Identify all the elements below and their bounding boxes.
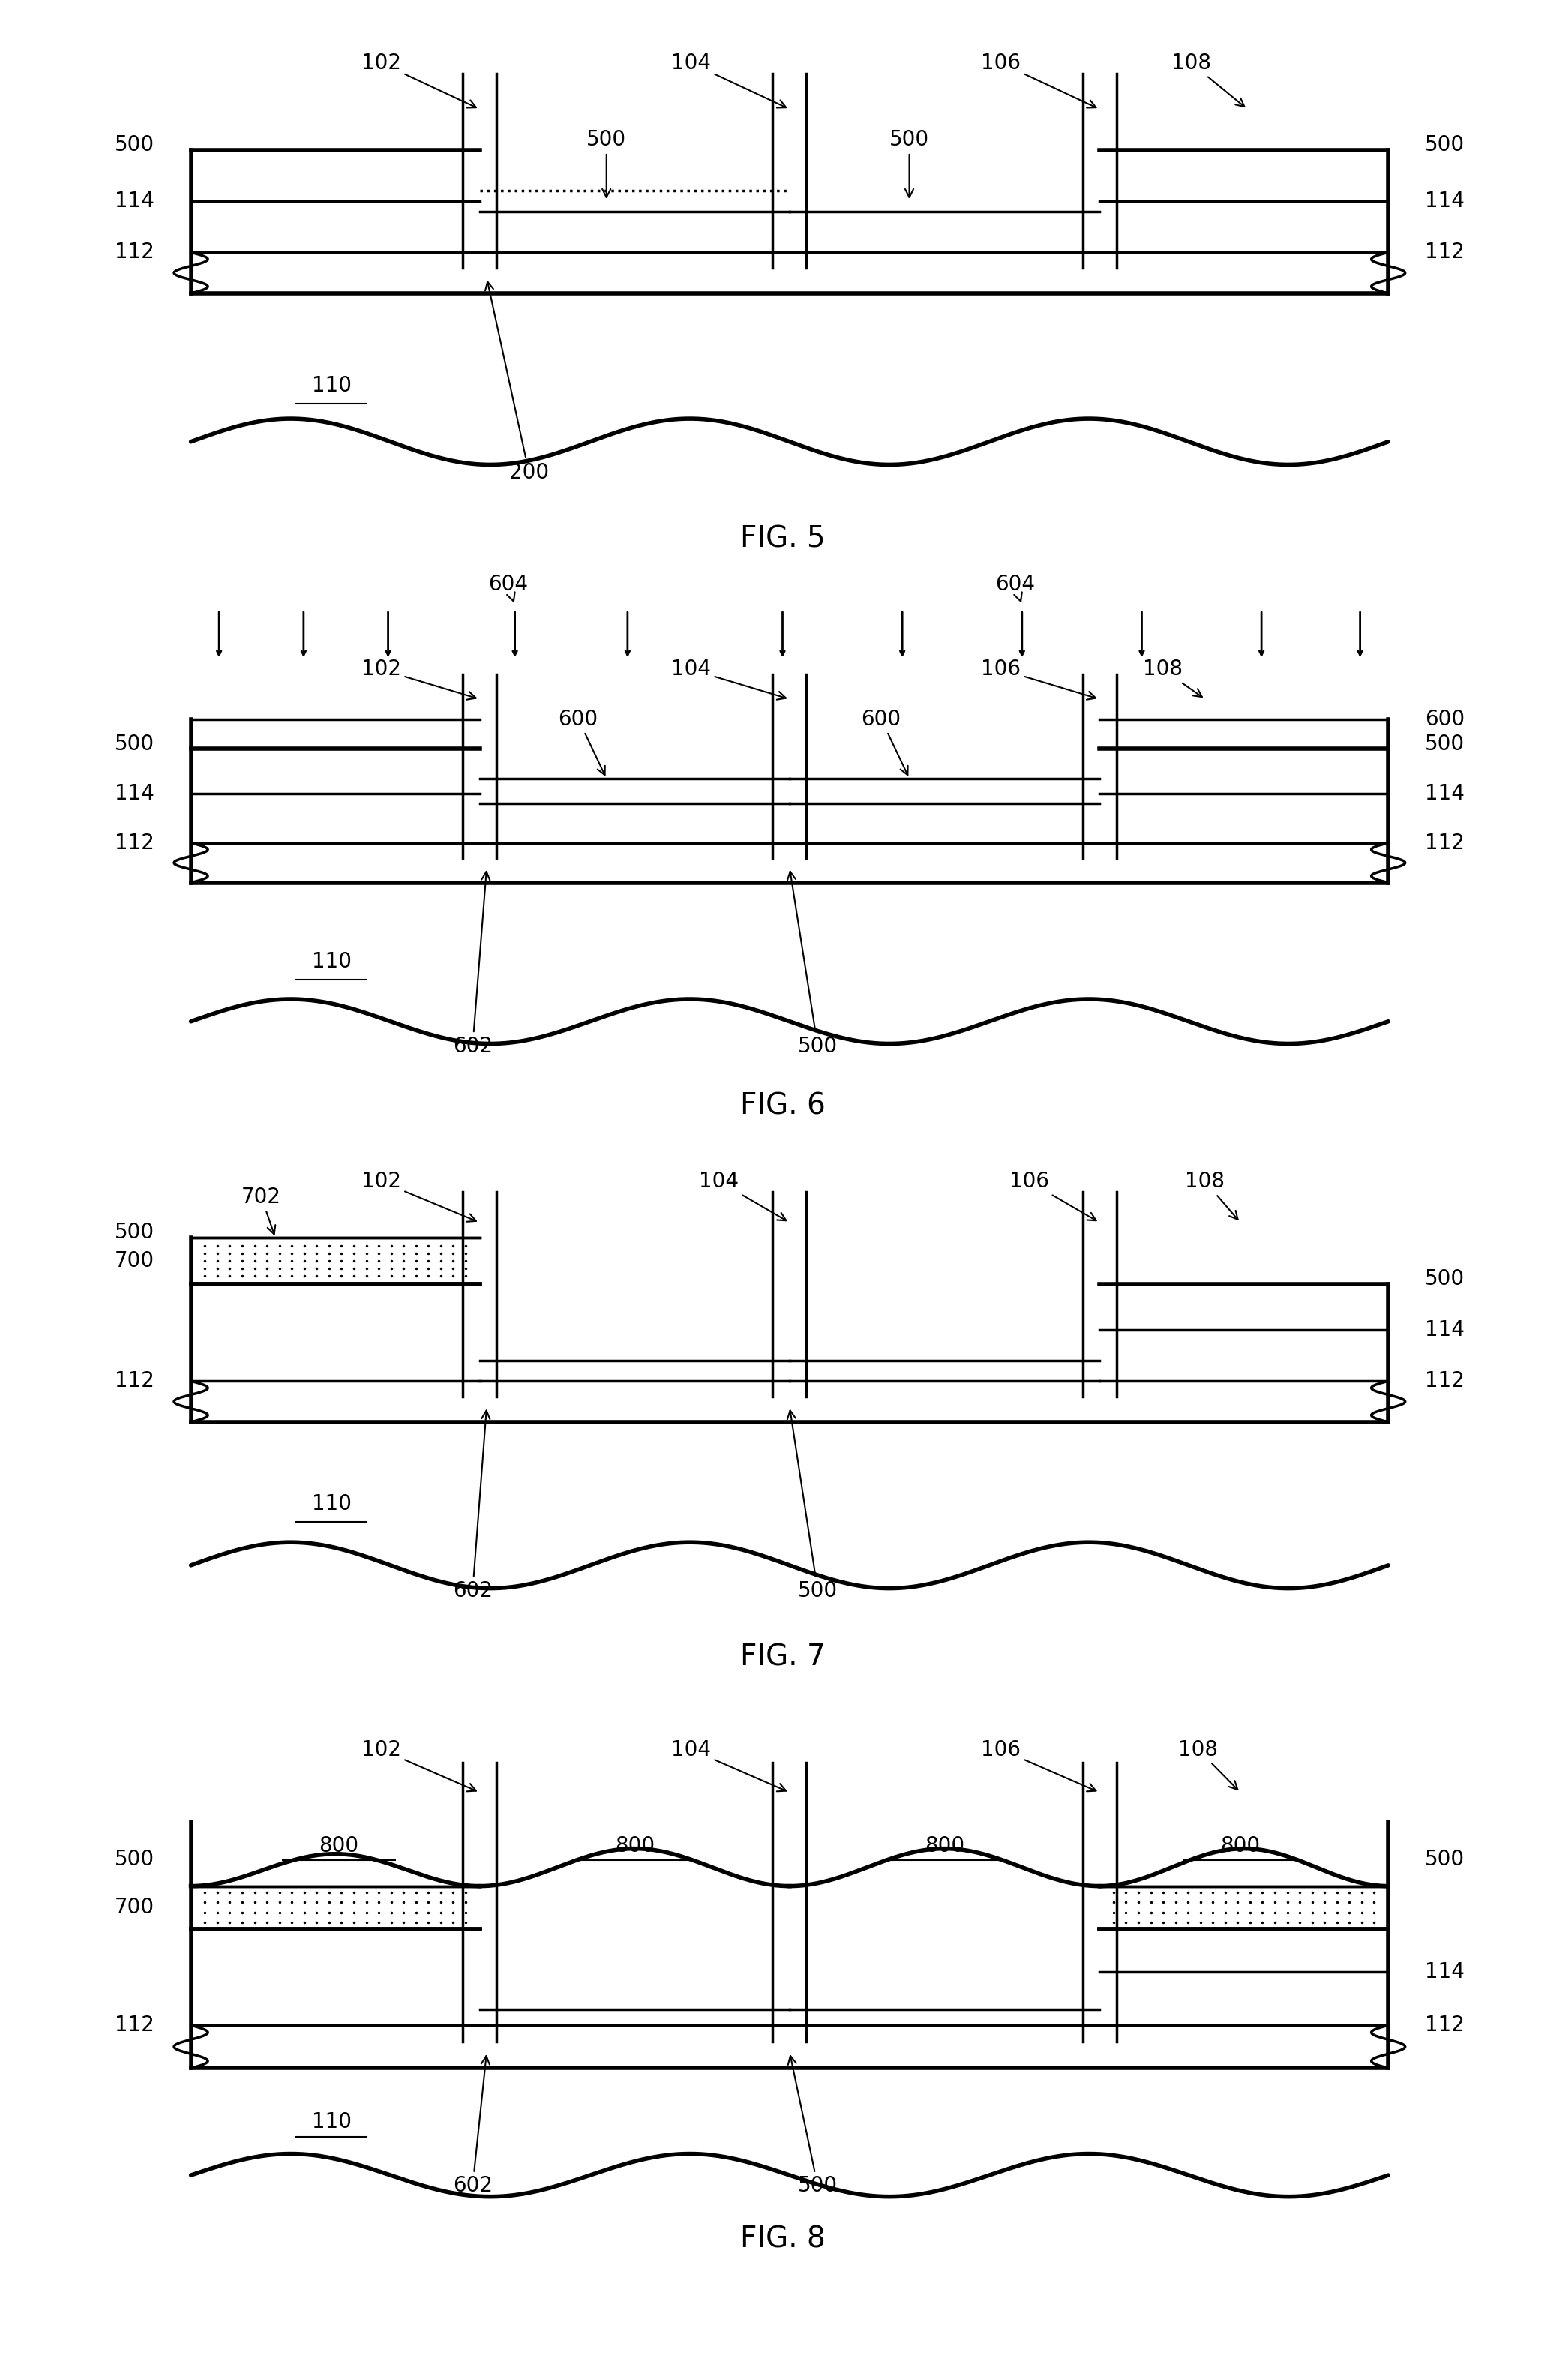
Text: 500: 500: [587, 129, 626, 198]
Text: 112: 112: [1424, 833, 1465, 854]
Text: 108: 108: [1142, 659, 1202, 697]
Text: 500: 500: [114, 1223, 155, 1242]
Text: FIG. 7: FIG. 7: [740, 1642, 825, 1671]
Text: 104: 104: [671, 659, 786, 700]
Text: 112: 112: [114, 833, 155, 854]
Text: 500: 500: [787, 871, 837, 1057]
Text: 500: 500: [1424, 733, 1465, 754]
Text: 600: 600: [1424, 709, 1465, 728]
Text: 110: 110: [311, 374, 352, 395]
Text: 500: 500: [1424, 1849, 1465, 1871]
Text: 102: 102: [362, 659, 476, 700]
Text: 600: 600: [559, 709, 606, 776]
Text: 114: 114: [114, 783, 155, 804]
Text: 112: 112: [114, 2016, 155, 2035]
Text: 800: 800: [925, 1835, 964, 1856]
Text: 112: 112: [1424, 1371, 1465, 1392]
Text: 114: 114: [1424, 1319, 1465, 1340]
Text: 104: 104: [700, 1171, 786, 1221]
Text: 500: 500: [1424, 1269, 1465, 1290]
Text: 108: 108: [1178, 1740, 1238, 1790]
Text: 500: 500: [889, 129, 930, 198]
Text: 108: 108: [1185, 1171, 1238, 1219]
Text: 114: 114: [1424, 190, 1465, 212]
Text: 112: 112: [114, 243, 155, 262]
Text: 114: 114: [114, 190, 155, 212]
Text: 500: 500: [114, 1849, 155, 1871]
Text: 102: 102: [362, 1171, 476, 1221]
Text: 102: 102: [362, 52, 476, 107]
Text: 700: 700: [114, 1250, 155, 1271]
Text: 600: 600: [861, 709, 908, 776]
Text: 602: 602: [452, 1411, 493, 1602]
Text: 108: 108: [1171, 52, 1244, 107]
Text: 500: 500: [787, 1411, 837, 1602]
Text: 200: 200: [485, 281, 549, 483]
Text: 112: 112: [1424, 2016, 1465, 2035]
Text: 106: 106: [1009, 1171, 1096, 1221]
Text: FIG. 8: FIG. 8: [740, 2225, 825, 2254]
Text: 106: 106: [981, 659, 1096, 700]
Text: 104: 104: [671, 52, 786, 107]
Text: 500: 500: [1424, 133, 1465, 155]
Text: 604: 604: [995, 574, 1034, 602]
Text: 106: 106: [981, 1740, 1096, 1792]
Text: 110: 110: [311, 2111, 352, 2132]
Text: FIG. 5: FIG. 5: [740, 524, 825, 552]
Text: 114: 114: [1424, 783, 1465, 804]
Text: 800: 800: [615, 1835, 654, 1856]
Text: 114: 114: [1424, 1961, 1465, 1983]
Text: 104: 104: [671, 1740, 786, 1792]
Text: 110: 110: [311, 1492, 352, 1514]
Text: 500: 500: [114, 133, 155, 155]
Text: 700: 700: [114, 1897, 155, 1918]
Text: FIG. 6: FIG. 6: [740, 1092, 825, 1121]
Text: 500: 500: [114, 733, 155, 754]
Text: 702: 702: [241, 1185, 282, 1235]
Text: 110: 110: [311, 952, 352, 973]
Text: 800: 800: [1221, 1835, 1260, 1856]
Text: 112: 112: [1424, 243, 1465, 262]
Text: 106: 106: [981, 52, 1096, 107]
Text: 800: 800: [319, 1835, 358, 1856]
Text: 112: 112: [114, 1371, 155, 1392]
Text: 102: 102: [362, 1740, 476, 1792]
Text: 602: 602: [452, 2056, 493, 2197]
Text: 604: 604: [488, 574, 527, 602]
Text: 500: 500: [787, 2056, 837, 2197]
Text: 602: 602: [452, 871, 493, 1057]
